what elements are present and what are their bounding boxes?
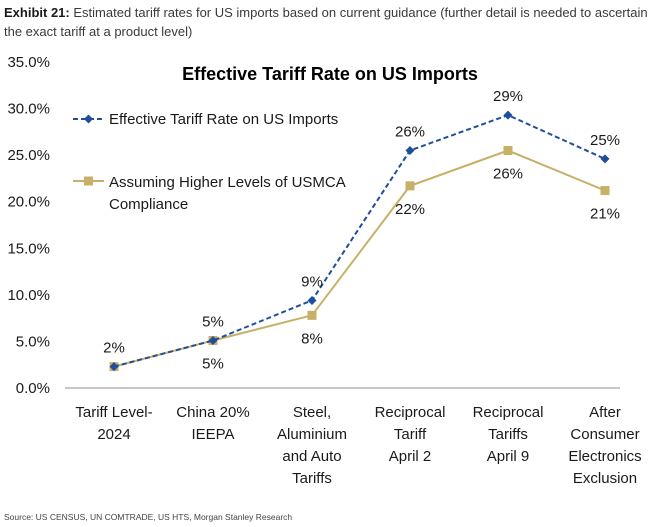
exhibit-caption: Exhibit 21: Estimated tariff rates for U… xyxy=(4,3,664,41)
data-label: 8% xyxy=(301,330,323,347)
data-label: 26% xyxy=(395,123,425,140)
x-tick-label: Reciprocal xyxy=(375,404,446,421)
y-tick-label: 30.0% xyxy=(7,101,50,118)
x-tick-label: Steel, xyxy=(293,404,331,421)
data-point-diamond xyxy=(405,145,415,155)
legend-marker-0 xyxy=(84,114,93,124)
x-tick-label: China 20% xyxy=(176,404,249,421)
x-tick-label: Exclusion xyxy=(573,470,637,487)
y-tick-label: 25.0% xyxy=(7,147,50,164)
chart-title: Effective Tariff Rate on US Imports xyxy=(182,64,478,84)
data-label: 5% xyxy=(202,313,224,330)
x-tick-label: Tariffs xyxy=(292,470,332,487)
exhibit-text: Estimated tariff rates for US imports ba… xyxy=(4,5,648,39)
exhibit-label: Exhibit 21: xyxy=(4,5,70,20)
data-point-square xyxy=(307,310,317,320)
x-tick-label: Tariffs xyxy=(488,426,528,443)
x-tick-label: 2024 xyxy=(97,426,130,443)
y-tick-label: 0.0% xyxy=(16,380,50,397)
legend-marker-1 xyxy=(84,176,93,186)
data-label: 25% xyxy=(590,132,620,149)
y-tick-label: 10.0% xyxy=(7,287,50,304)
x-tick-label: April 9 xyxy=(487,448,530,465)
y-tick-label: 35.0% xyxy=(7,54,50,71)
y-tick-label: 5.0% xyxy=(16,333,50,350)
source-note: Source: US CENSUS, UN COMTRADE, US HTS, … xyxy=(4,512,293,522)
line-chart: Effective Tariff Rate on US Imports 0.0%… xyxy=(7,54,641,487)
data-point-diamond xyxy=(503,110,513,120)
x-tick-label: After xyxy=(589,404,621,421)
series-line-0 xyxy=(113,114,606,368)
data-point-square xyxy=(503,145,513,155)
data-point-square xyxy=(600,186,610,196)
data-point-diamond xyxy=(109,362,119,372)
y-tick-label: 15.0% xyxy=(7,240,50,257)
x-tick-label: Consumer xyxy=(570,426,639,443)
x-tick-label: Tariff Level- xyxy=(75,404,152,421)
data-label: 21% xyxy=(590,206,620,223)
x-tick-label: Electronics xyxy=(568,448,641,465)
data-point-diamond xyxy=(208,335,218,345)
x-tick-label: April 2 xyxy=(389,448,432,465)
data-label: 29% xyxy=(493,88,523,105)
legend-label-1: Assuming Higher Levels of USMCA xyxy=(109,174,346,191)
data-label: 22% xyxy=(395,201,425,218)
x-tick-label: and Auto xyxy=(282,448,341,465)
y-tick-label: 20.0% xyxy=(7,194,50,211)
x-tick-label: Aluminium xyxy=(277,426,347,443)
legend-label-0: Effective Tariff Rate on US Imports xyxy=(109,111,338,128)
data-label: 2% xyxy=(103,340,125,357)
data-point-diamond xyxy=(307,295,317,305)
x-tick-label: Reciprocal xyxy=(473,404,544,421)
data-point-square xyxy=(405,181,415,191)
data-label: 9% xyxy=(301,273,323,290)
x-tick-label: IEEPA xyxy=(191,426,234,443)
data-label: 5% xyxy=(202,355,224,372)
data-label: 26% xyxy=(493,165,523,182)
x-tick-label: Tariff xyxy=(394,426,427,443)
data-point-diamond xyxy=(600,154,610,164)
series-line-1 xyxy=(113,149,606,368)
legend-label-1: Compliance xyxy=(109,196,188,213)
